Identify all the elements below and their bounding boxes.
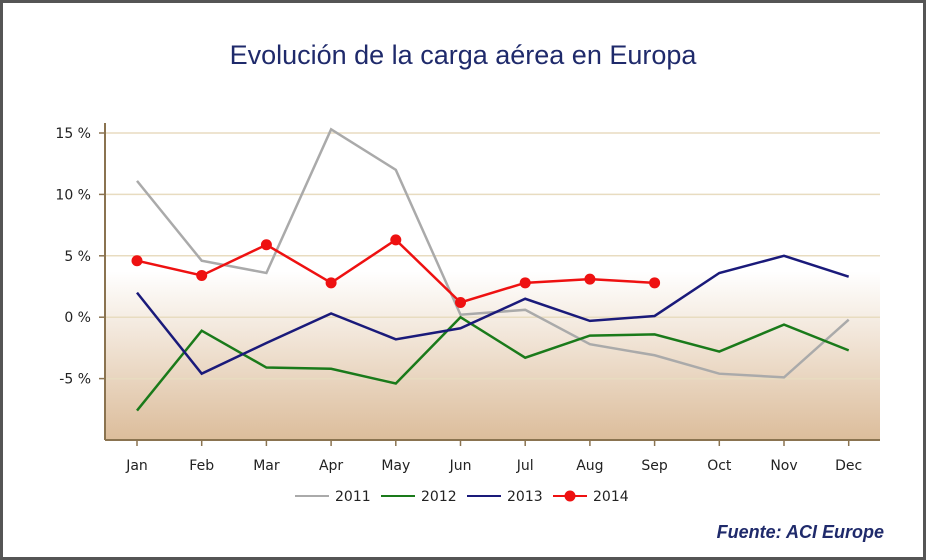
y-tick-label: 5 % (64, 249, 91, 265)
x-tick-label: Apr (319, 458, 343, 474)
data-point-2014 (325, 277, 337, 289)
series-line-2013 (136, 254, 850, 376)
x-tick-label: Feb (189, 458, 214, 474)
y-tick-label: 10 % (55, 187, 91, 203)
y-tick-label: 15 % (55, 126, 91, 142)
x-tick-label: Dec (835, 458, 862, 474)
data-point-2014 (260, 239, 272, 251)
x-tick-label: Oct (707, 458, 732, 474)
data-point-2014 (584, 273, 596, 285)
data-point-2014 (519, 277, 531, 289)
x-tick-label: Aug (576, 458, 603, 474)
data-point-2014 (390, 234, 402, 246)
x-tick-label: Jun (449, 458, 472, 474)
legend-label-2011: 2011 (335, 489, 371, 505)
legend-label-2013: 2013 (507, 489, 543, 505)
data-point-2014 (196, 269, 208, 281)
data-point-2014 (455, 296, 466, 308)
y-tick-label: 0 % (64, 310, 91, 326)
data-point-2014 (131, 255, 143, 267)
legend-label-2014: 2014 (593, 489, 629, 505)
x-tick-label: Nov (770, 458, 797, 474)
series-line-2012 (136, 315, 850, 412)
source-note: Fuente: ACI Europe (716, 522, 884, 542)
chart-title: Evolución de la carga aérea en Europa (229, 40, 697, 70)
y-tick-label: -5 % (59, 372, 91, 388)
legend-label-2012: 2012 (421, 489, 457, 505)
x-tick-label: Jan (125, 458, 148, 474)
x-tick-label: Sep (641, 458, 668, 474)
plot-background (105, 133, 880, 440)
legend-marker-2014 (564, 490, 576, 502)
x-tick-label: May (381, 458, 410, 474)
data-point-2014 (649, 277, 661, 289)
x-tick-label: Jul (516, 458, 534, 474)
x-tick-label: Mar (253, 458, 280, 474)
